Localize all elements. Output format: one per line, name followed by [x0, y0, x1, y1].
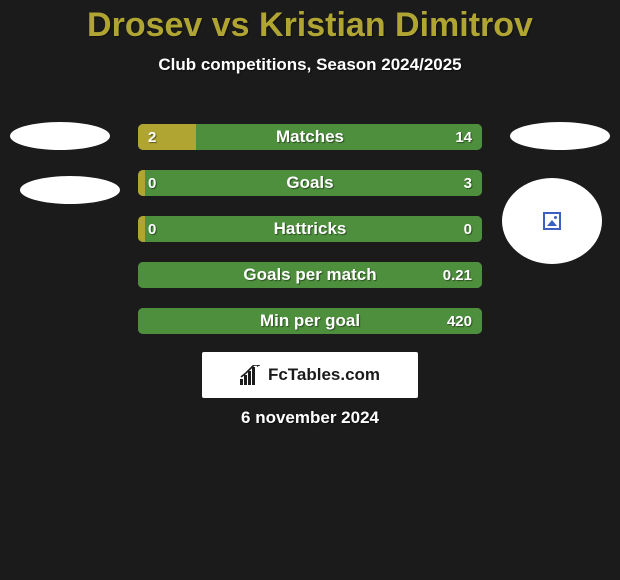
stat-row: Goals per match0.21: [138, 262, 482, 288]
bar-label: Matches: [138, 124, 482, 150]
page-title: Drosev vs Kristian Dimitrov: [0, 0, 620, 45]
bar-value-left: 0: [148, 216, 156, 242]
brand-text: FcTables.com: [268, 365, 380, 385]
stat-row: Matches2 14: [138, 124, 482, 150]
stat-row: Min per goal420: [138, 308, 482, 334]
avatar-right-2: [502, 178, 602, 264]
stat-row: Hattricks0 0: [138, 216, 482, 242]
bar-value-left: 0: [148, 170, 156, 196]
avatar-left-2: [20, 176, 120, 204]
bar-value-right: 14: [455, 124, 472, 150]
bar-label: Min per goal: [138, 308, 482, 334]
subtitle: Club competitions, Season 2024/2025: [0, 55, 620, 75]
bar-label: Goals per match: [138, 262, 482, 288]
date-text: 6 november 2024: [0, 408, 620, 428]
bar-label: Hattricks: [138, 216, 482, 242]
bar-label: Goals: [138, 170, 482, 196]
stat-row: Goals0 3: [138, 170, 482, 196]
bar-value-right: 3: [464, 170, 472, 196]
bar-value-left: 2: [148, 124, 156, 150]
bar-value-right: 420: [447, 308, 472, 334]
stat-bars: Matches214Goals03Hattricks00Goals per ma…: [138, 124, 482, 354]
avatar-left-1: [10, 122, 110, 150]
brand-box: FcTables.com: [202, 352, 418, 398]
bar-value-right: 0: [464, 216, 472, 242]
bar-value-right: 0.21: [443, 262, 472, 288]
image-placeholder-icon: [543, 212, 561, 230]
avatar-right-1: [510, 122, 610, 150]
bars-logo-icon: [240, 365, 262, 385]
